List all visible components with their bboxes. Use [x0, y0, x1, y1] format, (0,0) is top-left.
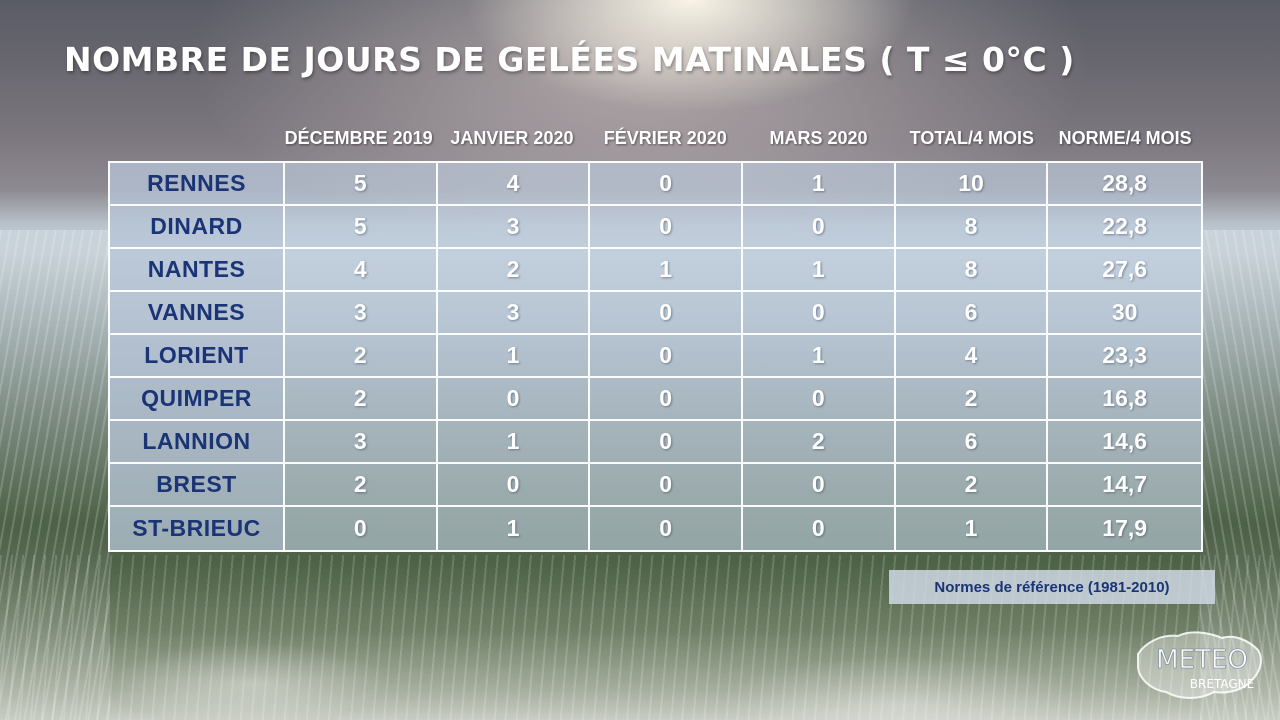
column-header: MARS 2020 [769, 128, 868, 148]
city-label: LORIENT [110, 335, 285, 378]
reference-note: Normes de référence (1981-2010) [889, 570, 1215, 604]
table-cell: 28,8 [1048, 163, 1201, 206]
column-header: DÉCEMBRE 2019 [284, 128, 433, 148]
table-cell: 0 [590, 206, 743, 249]
table-cell: 0 [285, 507, 438, 550]
table-cell: 0 [743, 464, 896, 507]
table-cell: 0 [743, 292, 896, 335]
table-cell: 0 [743, 206, 896, 249]
page-title: NOMBRE DE JOURS DE GELÉES MATINALES ( T … [64, 40, 1075, 79]
table-cell: 6 [895, 292, 1049, 335]
city-label: ST-BRIEUC [110, 507, 285, 550]
table-cell: 0 [590, 378, 743, 421]
table-cell: 0 [590, 335, 743, 378]
table-cell: 0 [590, 292, 743, 335]
background-frost-left [0, 230, 110, 720]
table-cell: 5 [285, 206, 438, 249]
logo-text-bretagne: BRETAGNE [1190, 677, 1254, 691]
table-cell: 3 [437, 206, 591, 249]
table-cell: 2 [895, 464, 1049, 507]
table-cell: 2 [437, 249, 591, 292]
table-cell: 0 [590, 163, 743, 206]
table-cell: 2 [285, 335, 438, 378]
table-cell: 5 [285, 163, 438, 206]
table-cell: 3 [437, 292, 591, 335]
brittany-map-outline [1137, 631, 1262, 699]
table-cell: 1 [437, 421, 591, 464]
table-cell: 0 [437, 378, 591, 421]
column-header: JANVIER 2020 [450, 128, 574, 148]
table-cell: 2 [285, 464, 438, 507]
table-cell: 1 [743, 335, 896, 378]
table-cell: 14,6 [1048, 421, 1201, 464]
table-cell: 3 [285, 292, 438, 335]
table-cell: 0 [743, 507, 896, 550]
city-label: BREST [110, 464, 285, 507]
table-cell: 22,8 [1048, 206, 1201, 249]
table-cell: 0 [590, 507, 743, 550]
table-cell: 14,7 [1048, 464, 1201, 507]
city-label: QUIMPER [110, 378, 285, 421]
table-cell: 27,6 [1048, 249, 1201, 292]
table-cell: 1 [438, 507, 591, 550]
table-cell: 1 [743, 249, 896, 292]
column-headers: DÉCEMBRE 2019 JANVIER 2020 FÉVRIER 2020 MAR… [282, 128, 1202, 158]
table-cell: 6 [895, 421, 1049, 464]
table-cell: 16,8 [1048, 378, 1201, 421]
table-cell: 8 [895, 206, 1049, 249]
city-label: DINARD [110, 206, 285, 249]
table-cell: 4 [285, 249, 438, 292]
table-cell: 30 [1048, 292, 1201, 335]
table-cell: 2 [743, 421, 896, 464]
city-label: NANTES [110, 249, 285, 292]
column-header: FÉVRIER 2020 [603, 128, 727, 148]
table-cell: 0 [590, 421, 743, 464]
logo-text-meteo: METEO [1156, 645, 1248, 675]
city-label: LANNION [110, 421, 285, 464]
table-cell: 8 [895, 249, 1049, 292]
table-cell: 4 [437, 163, 591, 206]
table-cell: 0 [590, 464, 743, 507]
meteo-bretagne-logo: METEO BRETAGNE [1137, 631, 1262, 699]
table-cell: 1 [437, 335, 591, 378]
city-label: RENNES [110, 163, 285, 206]
table-cell: 4 [895, 335, 1049, 378]
table-cell: 1 [743, 163, 896, 206]
table-cell: 0 [437, 464, 591, 507]
table-cell: 1 [896, 507, 1049, 550]
column-header: TOTAL/4 MOIS [909, 128, 1034, 148]
table-cell: 1 [590, 249, 743, 292]
city-label: VANNES [110, 292, 285, 335]
table-cell: 10 [895, 163, 1049, 206]
column-header: NORME/4 MOIS [1058, 128, 1192, 148]
table-cell: 2 [285, 378, 438, 421]
frost-days-table: RENNES 5 4 0 1 10 28,8 DINARD 5 3 0 0 8 22,8 NANTES 4 2 1… [108, 161, 1203, 552]
table-cell: 17,9 [1102, 515, 1148, 541]
table-cell: 0 [743, 378, 896, 421]
table-cell: 2 [895, 378, 1049, 421]
table-cell: 23,3 [1048, 335, 1201, 378]
table-cell: 3 [285, 421, 438, 464]
